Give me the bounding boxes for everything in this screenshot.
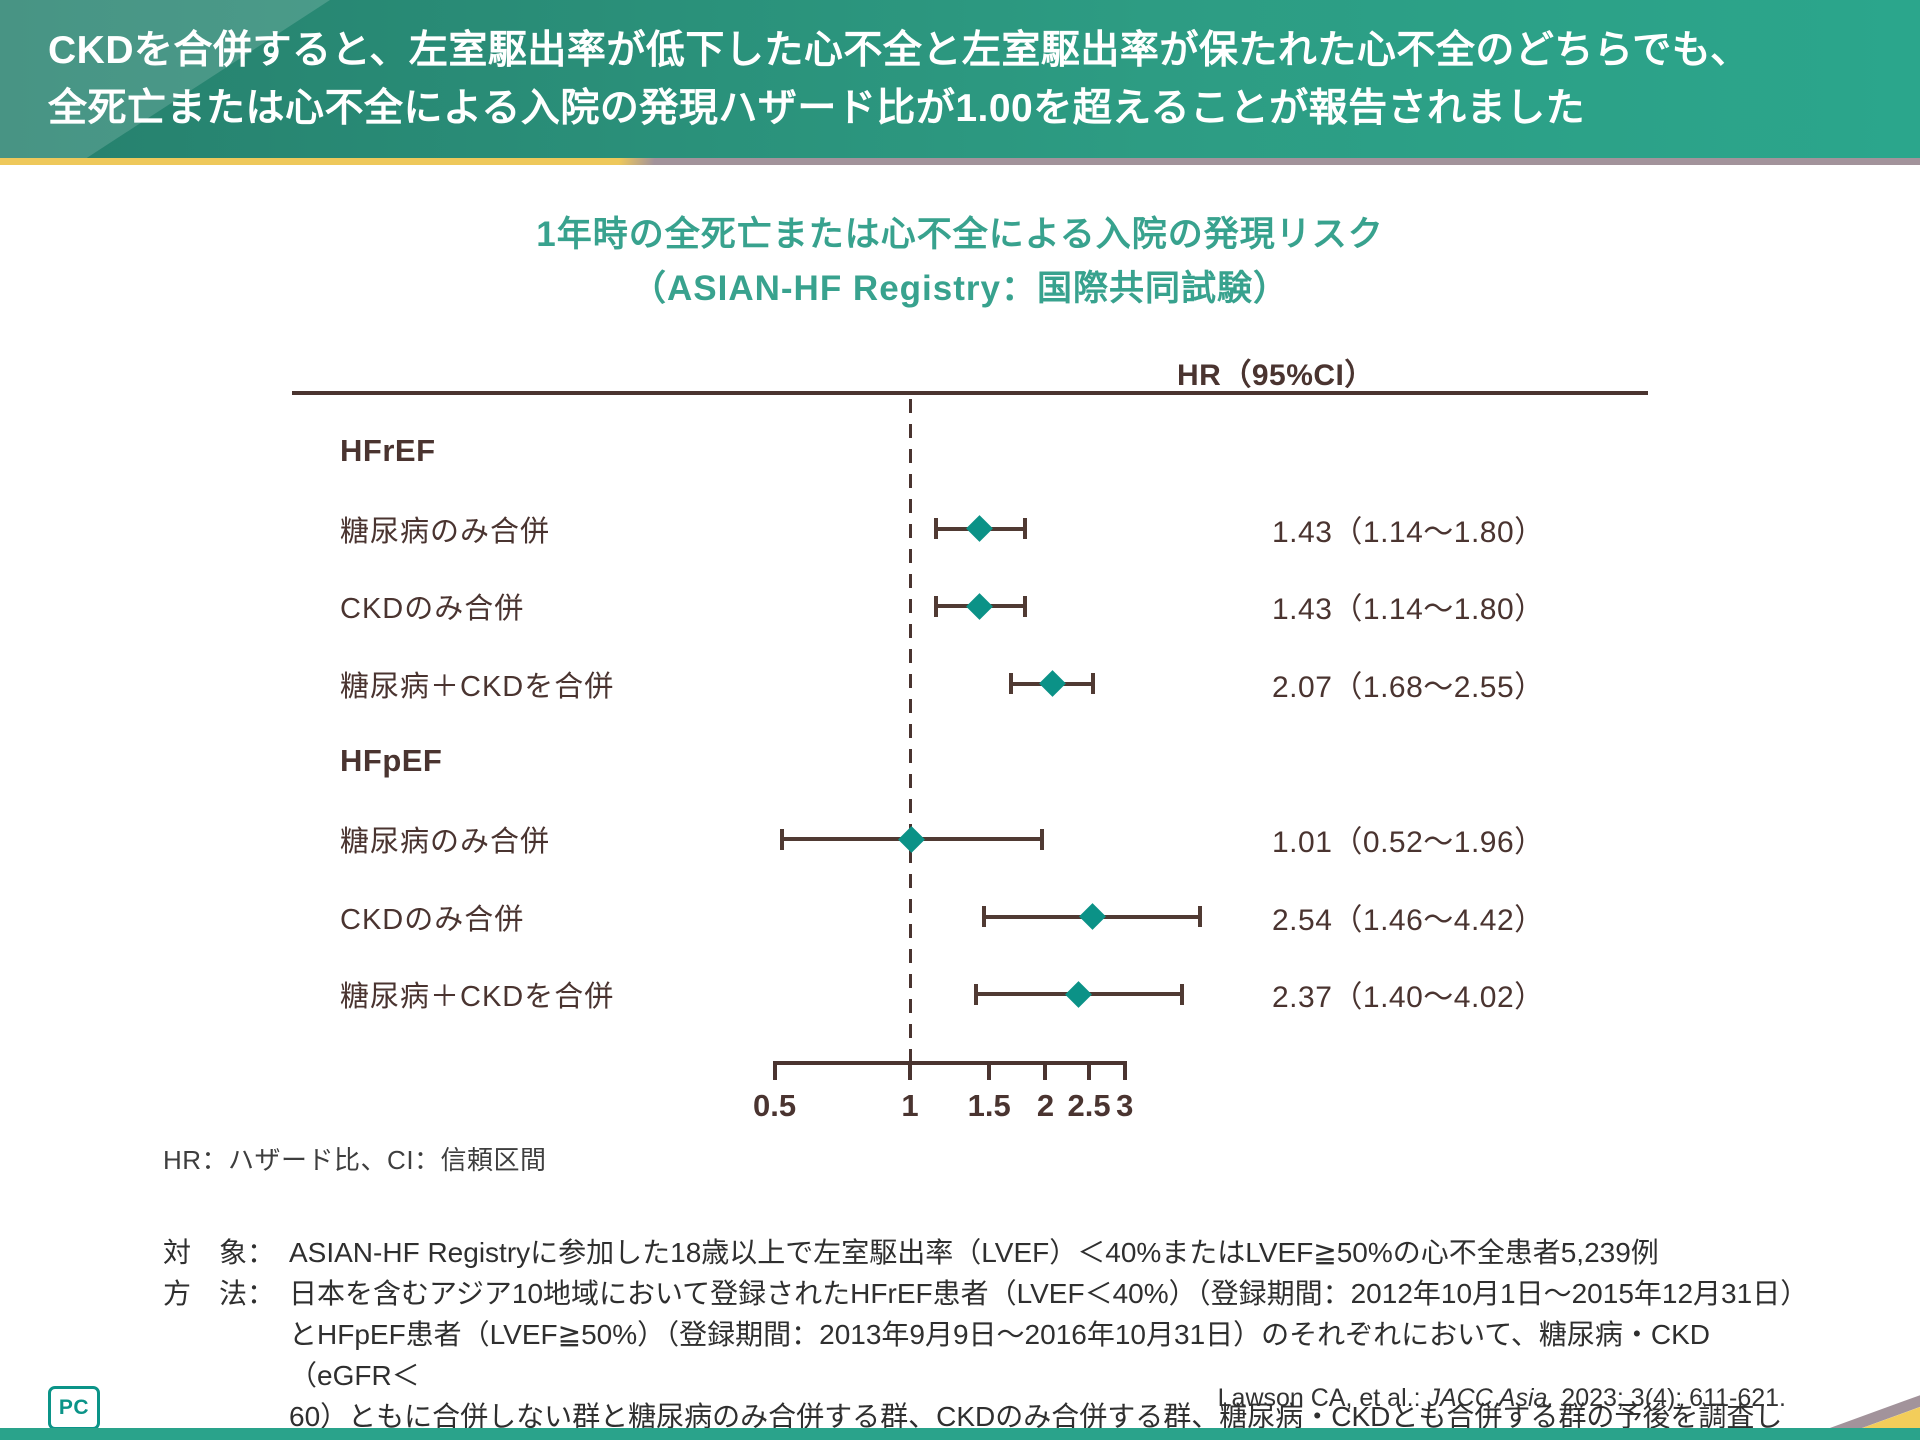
ci-cap-low — [933, 595, 938, 617]
group-label-hfref: HFrEF — [340, 433, 436, 468]
method-line-1: 日本を含むアジア10地域において登録されたHFrEF患者（LVEF＜40%）（登… — [289, 1278, 1809, 1309]
x-axis-tick — [1122, 1061, 1127, 1080]
ci-cap-high — [1179, 983, 1184, 1005]
ci-cap-low — [1009, 673, 1014, 695]
hr-point-diamond — [1065, 980, 1093, 1008]
method-text: 日本を含むアジア10地域において登録されたHFrEF患者（LVEF＜40%）（登… — [289, 1273, 1809, 1440]
method-line-2: とHFpEF患者（LVEF≧50%）（登録期間：2013年9月9日～2016年1… — [289, 1319, 1711, 1391]
x-axis-tick-label: 2.5 — [1067, 1088, 1111, 1123]
x-axis-tick-label: 2 — [1036, 1088, 1055, 1123]
reference-line — [908, 399, 912, 1061]
citation-suffix: 2023; 3(4): 611-621. — [1554, 1384, 1786, 1412]
pc-logo: PC — [48, 1386, 100, 1430]
subject-row: 対 象： ASIAN-HF Registryに参加した18歳以上で左室駆出率（L… — [163, 1232, 1803, 1273]
header-banner: CKDを合併すると、左室駆出率が低下した心不全と左室駆出率が保たれた心不全のどち… — [0, 0, 1920, 158]
row-value: 2.54（1.46～4.42） — [1272, 903, 1545, 937]
hr-point-diamond — [966, 515, 994, 543]
row-label: 糖尿病のみ合併 — [340, 515, 551, 548]
row-value: 2.37（1.40～4.02） — [1272, 981, 1545, 1015]
x-axis-tick — [1043, 1061, 1048, 1080]
x-axis-tick-label: 1 — [901, 1088, 919, 1123]
citation-journal: JACC Asia. — [1427, 1384, 1555, 1412]
method-line-3: 60）ともに合併しない群と糖尿病のみ合併する群、CKDのみ合併する群、糖尿病・C… — [289, 1401, 1783, 1432]
row-value: 2.07（1.68～2.55） — [1272, 670, 1545, 704]
group-label-hfpef: HFpEF — [340, 743, 443, 779]
row-value: 1.43（1.14～1.80） — [1272, 515, 1545, 549]
row-label: CKDのみ合併 — [340, 593, 525, 626]
subject-text: ASIAN-HF Registryに参加した18歳以上で左室駆出率（LVEF）＜… — [289, 1237, 1659, 1268]
row-label: CKDのみ合併 — [340, 903, 525, 936]
row-value: 1.01（0.52～1.96） — [1272, 826, 1545, 859]
chart-title: 1年時の全死亡または心不全による入院の発現リスク （ASIAN-HF Regis… — [0, 208, 1920, 316]
abbreviation-note: HR：ハザード比、CI：信頼区間 — [163, 1145, 547, 1175]
x-axis-tick-label: 1.5 — [967, 1088, 1011, 1123]
method-row: 方 法： 日本を含むアジア10地域において登録されたHFrEF患者（LVEF＜4… — [163, 1273, 1809, 1440]
ci-cap-high — [1090, 673, 1095, 695]
ci-cap-low — [981, 906, 986, 928]
x-axis-tick-label: 0.5 — [752, 1088, 797, 1123]
ci-cap-high — [1022, 518, 1027, 540]
row-label: 糖尿病のみ合併 — [340, 826, 551, 858]
x-axis-tick — [772, 1061, 777, 1080]
hr-point-diamond — [1038, 670, 1066, 698]
row-label: 糖尿病＋CKDを合併 — [340, 670, 615, 703]
row-value: 1.43（1.14～1.80） — [1272, 593, 1545, 627]
x-axis-tick — [908, 1061, 912, 1080]
x-axis-tick — [1087, 1061, 1092, 1080]
x-axis-tick-label: 3 — [1116, 1088, 1134, 1123]
top-rule — [292, 391, 1648, 395]
pc-logo-text: PC — [58, 1396, 90, 1419]
ci-cap-low — [973, 983, 978, 1005]
header-text: CKDを合併すると、左室駆出率が低下した心不全と左室駆出率が保たれた心不全のどち… — [48, 22, 1750, 138]
x-axis-line — [772, 1061, 1127, 1065]
hr-ci-column-header: HR（95%CI） — [1177, 359, 1375, 392]
header-accent-line — [0, 158, 1920, 165]
ci-cap-high — [1022, 595, 1027, 617]
hr-point-diamond — [898, 825, 926, 853]
x-axis-tick — [987, 1061, 992, 1080]
hr-point-diamond — [1078, 903, 1106, 931]
citation: Lawson CA, et al.: JACC Asia. 2023; 3(4)… — [1218, 1384, 1786, 1413]
ci-cap-low — [933, 518, 938, 540]
chart-title-line-2: （ASIAN-HF Registry：国際共同試験） — [631, 269, 1289, 308]
chart-title-line-1: 1年時の全死亡または心不全による入院の発現リスク — [536, 215, 1384, 254]
subject-label: 対 象： — [163, 1237, 276, 1268]
bottom-teal-bar — [0, 1428, 1920, 1440]
row-label: 糖尿病＋CKDを合併 — [340, 981, 615, 1014]
ci-cap-high — [1198, 906, 1203, 928]
citation-prefix: Lawson CA, et al.: — [1217, 1384, 1428, 1412]
header-line-1: CKDを合併すると、左室駆出率が低下した心不全と左室駆出率が保たれた心不全のどち… — [48, 29, 1750, 72]
header-line-2: 全死亡または心不全による入院の発現ハザード比が1.00を超えることが報告されまし… — [48, 87, 1586, 130]
method-label: 方 法： — [163, 1278, 276, 1309]
hr-point-diamond — [966, 592, 994, 620]
study-notes: 対 象： ASIAN-HF Registryに参加した18歳以上で左室駆出率（L… — [163, 1232, 1809, 1440]
ci-cap-high — [1039, 828, 1044, 850]
ci-cap-low — [780, 828, 785, 850]
